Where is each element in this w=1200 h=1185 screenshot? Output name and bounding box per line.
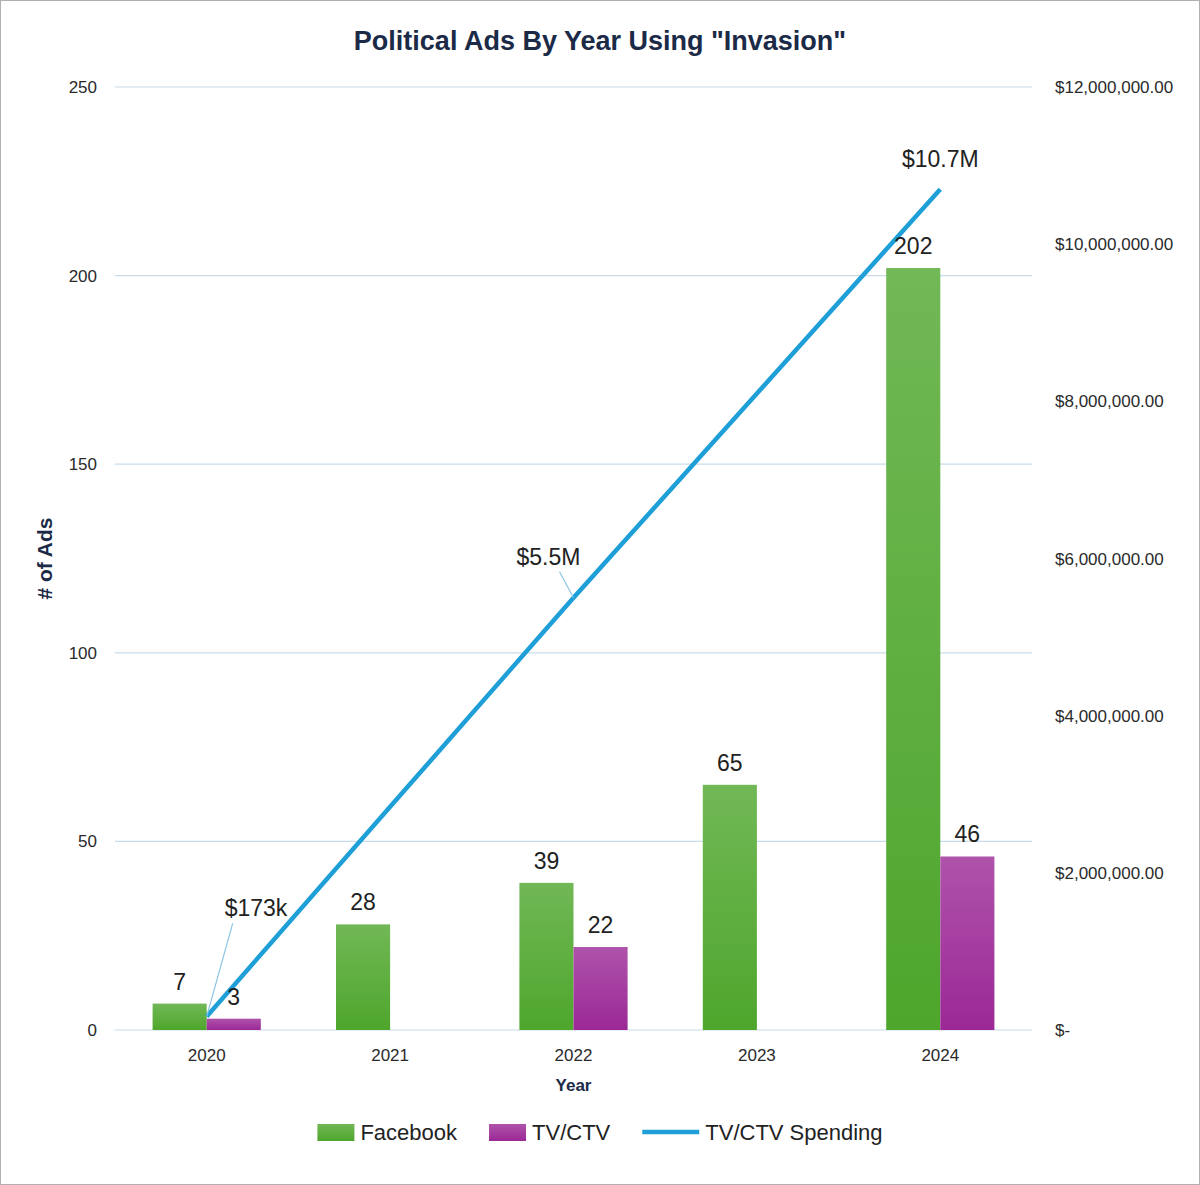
leader-line [207, 923, 233, 1016]
data-label: $5.5M [517, 544, 581, 570]
legend-swatch [642, 1130, 699, 1135]
legend-label: Facebook [360, 1120, 458, 1145]
y2-tick-label: $4,000,000.00 [1055, 707, 1164, 726]
y-tick-label: 50 [78, 832, 97, 851]
data-label: 22 [588, 912, 614, 938]
data-label: 39 [534, 848, 560, 874]
data-label: $10.7M [902, 146, 979, 172]
legend-item: TV/CTV [489, 1120, 611, 1145]
data-label: 46 [955, 821, 981, 847]
x-tick-label: 2022 [555, 1046, 593, 1065]
x-axis-title: Year [556, 1076, 592, 1095]
bar [153, 1004, 207, 1030]
bar [886, 268, 940, 1030]
y-tick-label: 200 [69, 267, 97, 286]
y-tick-label: 250 [69, 78, 97, 97]
data-label: 3 [227, 984, 240, 1010]
y2-tick-label: $10,000,000.00 [1055, 235, 1173, 254]
legend-swatch [317, 1124, 354, 1141]
data-label: 28 [350, 889, 376, 915]
legend-label: TV/CTV Spending [705, 1120, 882, 1145]
title: Political Ads By Year Using "Invasion" [354, 26, 846, 56]
data-label: 202 [894, 233, 932, 259]
marks [153, 189, 995, 1030]
data-labels: 7 28 39 65 202 3 22 46 $173k $5.5M $10.7M [173, 146, 980, 1016]
y2-tick-label: $6,000,000.00 [1055, 550, 1164, 569]
chart: Political Ads By Year Using "Invasion" 0 5… [0, 0, 1200, 1185]
grid-line [115, 86, 1032, 87]
y-tick-label: 0 [88, 1021, 97, 1040]
bar [519, 883, 573, 1030]
y2-tick-label: $- [1055, 1021, 1070, 1040]
legend-item: Facebook [317, 1120, 458, 1145]
data-label: 7 [173, 969, 186, 995]
y-tick-label: 100 [69, 644, 97, 663]
legend: Facebook TV/CTV TV/CTV Spending [317, 1120, 882, 1145]
data-label: $173k [225, 895, 288, 921]
bar [207, 1019, 261, 1030]
leader-line [560, 572, 574, 598]
y2-tick-label: $2,000,000.00 [1055, 864, 1164, 883]
legend-swatch [489, 1124, 526, 1141]
x-tick-label: 2024 [921, 1046, 959, 1065]
y-tick-label: 150 [69, 455, 97, 474]
x-tick-label: 2023 [738, 1046, 776, 1065]
line [207, 189, 941, 1016]
data-label: 65 [717, 750, 743, 776]
x-tick-label: 2020 [188, 1046, 226, 1065]
bar [703, 785, 757, 1030]
legend-label: TV/CTV [532, 1120, 611, 1145]
x-tick-label: 2021 [371, 1046, 409, 1065]
bar [940, 856, 994, 1030]
y2-tick-label: $8,000,000.00 [1055, 392, 1164, 411]
y-axis-title: # of Ads [33, 517, 56, 599]
legend-item: TV/CTV Spending [642, 1120, 882, 1145]
y2-tick-label: $12,000,000.00 [1055, 78, 1173, 97]
bar [574, 947, 628, 1030]
background [1, 1, 1200, 1185]
bar [336, 924, 390, 1030]
